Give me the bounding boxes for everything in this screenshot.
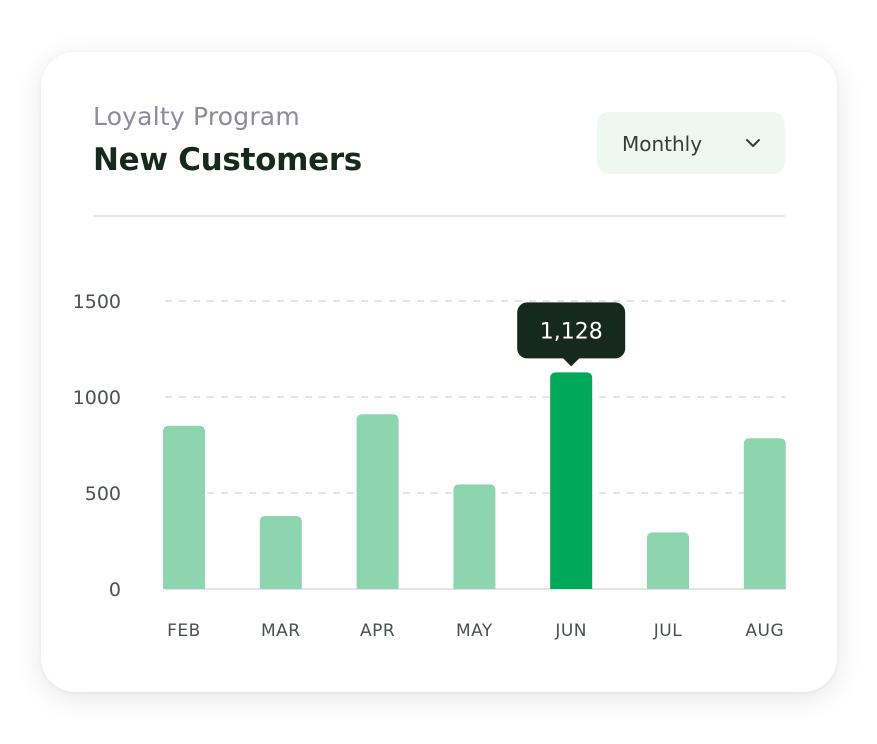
x-tick-label: AUG [745,621,784,641]
x-tick-label: JUN [554,621,587,641]
x-tick-label: MAR [261,621,301,641]
tooltip-pointer [562,357,581,367]
value-tooltip: 1,128 [517,302,626,367]
period-dropdown-label: Monthly [622,132,703,156]
bar-aug[interactable] [743,438,786,589]
card-title: New Customers [93,142,362,178]
x-tick-label: MAY [456,621,493,641]
bar-chart: 0 500 1000 1500 FEB MAR APR MAY JUN JUL AUG 1,128 [73,291,786,641]
bar-mar[interactable] [259,516,302,589]
bars [163,372,786,589]
tooltip-value: 1,128 [540,319,603,344]
x-tick-label: FEB [167,621,201,641]
header-divider [93,215,785,217]
y-tick-label: 500 [85,483,121,505]
bar-apr[interactable] [356,414,399,589]
tooltip-box [517,302,626,359]
period-dropdown[interactable]: Monthly [597,112,785,174]
y-axis-ticks: 0 500 1000 1500 [73,291,121,601]
x-tick-label: JUL [653,621,682,641]
y-tick-label: 0 [109,579,121,601]
y-tick-label: 1500 [73,291,121,313]
x-axis-ticks: FEB MAR APR MAY JUN JUL AUG [167,621,784,641]
x-tick-label: APR [360,621,395,641]
bar-jul[interactable] [647,532,689,589]
bar-may[interactable] [453,484,496,589]
chevron-down-icon [746,139,760,147]
bar-feb[interactable] [163,425,205,589]
card-subtitle: Loyalty Program [93,102,300,131]
y-tick-label: 1000 [73,387,121,409]
chart-card: Loyalty Program New Customers Monthly 0 5… [41,52,837,692]
bar-jun[interactable] [550,372,593,589]
